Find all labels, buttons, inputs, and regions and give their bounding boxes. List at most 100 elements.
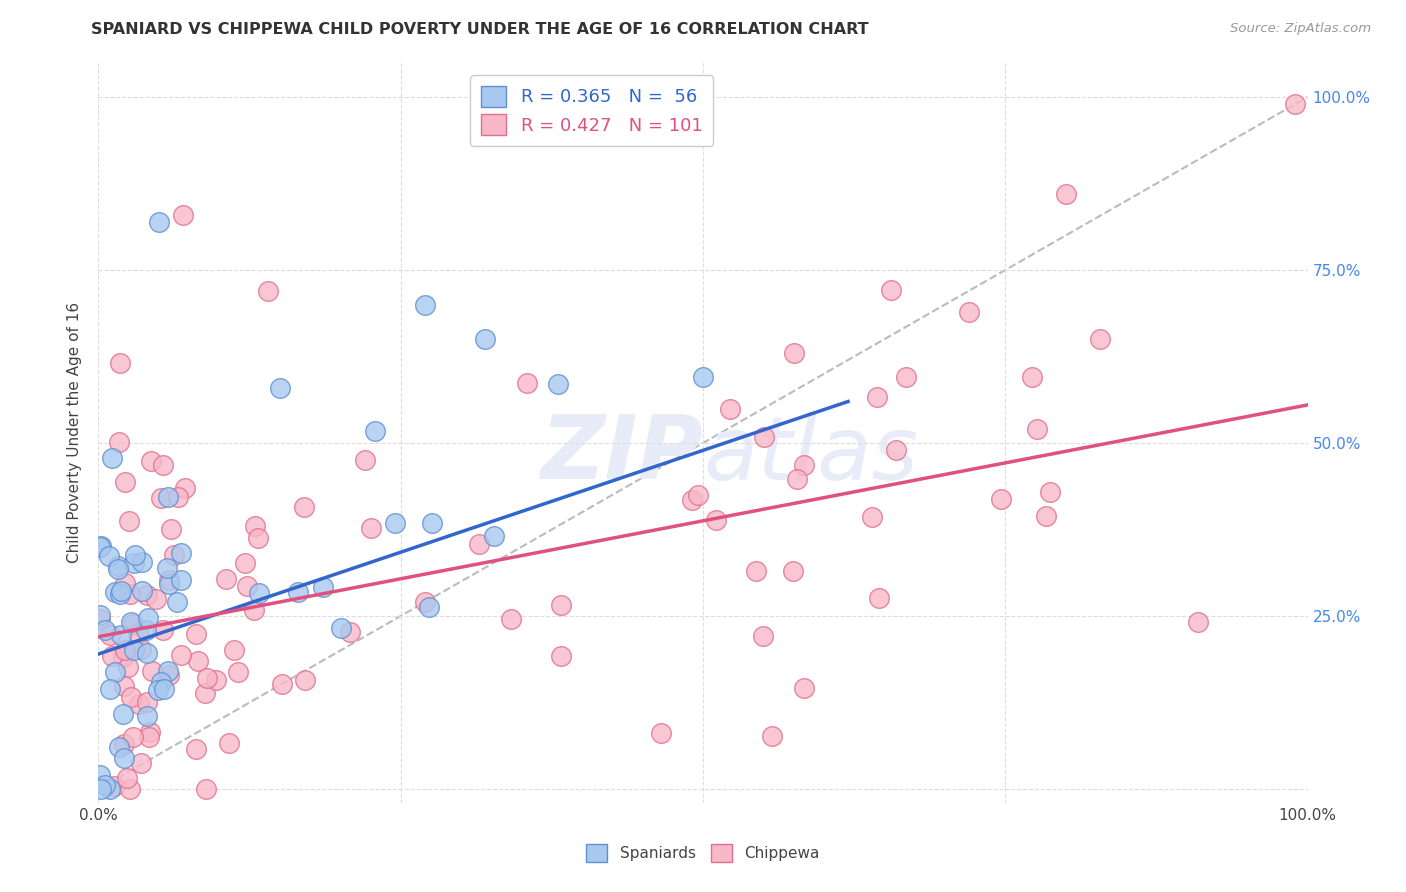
Point [1039,484,1062,499]
Point [138,725,160,739]
Point [108,740,131,755]
Point [195,671,218,685]
Point [866,390,889,404]
Point [103,779,125,793]
Point [222,643,245,657]
Point [516,376,538,391]
Point [499,612,522,626]
Point [124,556,146,570]
Point [894,369,917,384]
Point [89,607,111,622]
Point [187,655,209,669]
Point [118,587,141,601]
Point [120,615,142,629]
Point [111,707,134,722]
Point [547,376,569,391]
Point [718,401,741,416]
Point [413,297,436,311]
Point [138,730,160,744]
Point [215,572,238,586]
Point [235,556,257,570]
Point [124,548,146,562]
Point [111,649,134,664]
Point [482,528,505,542]
Point [204,673,226,687]
Point [101,649,124,664]
Point [292,500,315,514]
Point [114,643,136,657]
Point [1187,615,1209,630]
Point [141,454,163,468]
Point [990,492,1012,507]
Point [107,561,129,575]
Point [117,771,139,785]
Point [467,537,489,551]
Point [110,628,132,642]
Y-axis label: Child Poverty Under the Age of 16: Child Poverty Under the Age of 16 [67,302,83,563]
Point [121,730,143,744]
Point [339,625,361,640]
Point [786,472,808,486]
Point [884,443,907,458]
Point [420,516,443,531]
Point [114,475,136,489]
Point [112,737,135,751]
Point [243,519,266,533]
Point [166,595,188,609]
Point [754,430,776,444]
Point [104,585,127,599]
Point [98,628,121,642]
Point [98,781,121,796]
Point [129,642,152,657]
Point [141,665,163,679]
Point [793,458,815,472]
Point [550,649,572,664]
Point [1021,370,1043,384]
Point [103,665,125,679]
Point [761,729,783,743]
Point [745,565,768,579]
Point [114,576,136,591]
Point [157,664,180,678]
Point [90,539,112,553]
Point [650,726,672,740]
Point [686,487,709,501]
Point [89,612,111,626]
Point [117,659,139,673]
Point [124,642,146,657]
Point [157,573,180,587]
Point [681,493,703,508]
Point [117,514,139,528]
Point [149,674,172,689]
Point [242,603,264,617]
Point [236,579,259,593]
Point [294,673,316,688]
Point [186,742,208,756]
Point [692,370,714,384]
Point [360,521,382,535]
Point [145,591,167,606]
Point [120,690,142,705]
Point [957,304,980,318]
Point [170,648,193,662]
Point [93,623,115,637]
Point [256,284,278,298]
Point [146,682,169,697]
Point [170,546,193,560]
Point [108,587,131,601]
Point [1054,186,1077,201]
Point [136,610,159,624]
Point [226,665,249,679]
Point [122,616,145,631]
Point [129,756,152,770]
Point [329,621,352,635]
Point [153,681,176,696]
Point [170,573,193,587]
Point [246,531,269,545]
Point [880,283,903,297]
Text: SPANIARD VS CHIPPEWA CHILD POVERTY UNDER THE AGE OF 16 CORRELATION CHART: SPANIARD VS CHIPPEWA CHILD POVERTY UNDER… [91,22,869,37]
Point [184,627,207,641]
Point [783,346,806,360]
Point [860,510,883,524]
Point [135,623,157,637]
